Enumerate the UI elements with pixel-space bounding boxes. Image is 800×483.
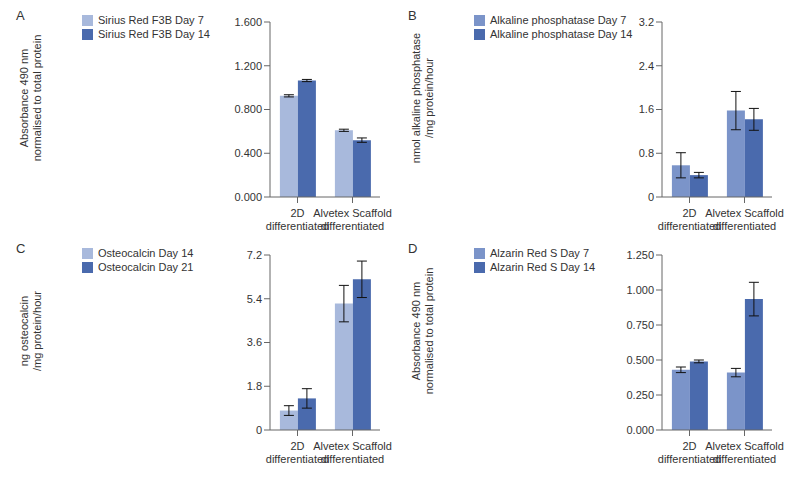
html-text:differentiated: differentiated	[657, 453, 722, 465]
svg-text:1.250: 1.250	[626, 249, 654, 261]
svg-text:3.2: 3.2	[639, 16, 654, 28]
html-text:2D: 2D	[290, 440, 305, 452]
html-text:Alkaline phosphatase Day 14: Alkaline phosphatase Day 14	[490, 28, 633, 40]
html-text:Osteocalcin Day 21: Osteocalcin Day 21	[98, 261, 194, 273]
html-text:2D: 2D	[682, 207, 697, 219]
html-text:ng osteocalcin: ng osteocalcin	[18, 295, 30, 367]
html-text:/mg protein/hour: /mg protein/hour	[423, 58, 435, 139]
html-text:B: B	[408, 8, 417, 23]
html-text:Absorbance 490 nm: Absorbance 490 nm	[18, 48, 30, 148]
svg-text:5.4: 5.4	[247, 293, 262, 305]
svg-text:0.250: 0.250	[626, 389, 654, 401]
svg-text:3.6: 3.6	[247, 336, 262, 348]
html-text:Alzarin Red S Day 14: Alzarin Red S Day 14	[490, 261, 596, 273]
html-text:differentiated: differentiated	[265, 220, 330, 232]
svg-text:Alvetex Scaffolddifferentiated: Alvetex Scaffolddifferentiated	[705, 440, 784, 465]
svg-text:2.4: 2.4	[639, 60, 654, 72]
html-text:Alkaline phosphatase Day 7: Alkaline phosphatase Day 7	[490, 14, 627, 26]
html-text:nmol alkaline phosphatase: nmol alkaline phosphatase	[410, 32, 422, 164]
html-text:2D: 2D	[682, 440, 697, 452]
html-text:Sirius Red F3B Day 7: Sirius Red F3B Day 7	[98, 14, 204, 26]
html-text:D: D	[408, 241, 418, 256]
svg-text:1.000: 1.000	[626, 284, 654, 296]
svg-text:0.000: 0.000	[626, 424, 654, 436]
svg-text:0.400: 0.400	[234, 147, 262, 159]
html-text:Sirius Red F3B Day 14: Sirius Red F3B Day 14	[98, 28, 210, 40]
svg-text:1.6: 1.6	[639, 103, 654, 115]
html-text:A: A	[16, 8, 25, 23]
svg-text:0.800: 0.800	[234, 103, 262, 115]
svg-text:0.750: 0.750	[626, 319, 654, 331]
svg-text:Alvetex Scaffolddifferentiated: Alvetex Scaffolddifferentiated	[313, 440, 392, 465]
svg-text:Alvetex Scaffolddifferentiated: Alvetex Scaffolddifferentiated	[313, 207, 392, 232]
svg-text:0.000: 0.000	[234, 191, 262, 203]
html-text:/mg protein/hour: /mg protein/hour	[31, 291, 43, 372]
svg-text:0: 0	[256, 424, 262, 436]
html-text:2D: 2D	[290, 207, 305, 219]
html-text:normalised to total protein: normalised to total protein	[423, 267, 435, 395]
html-text:differentiated: differentiated	[657, 220, 722, 232]
html-text:normalised to total protein: normalised to total protein	[31, 34, 43, 162]
svg-text:1.200: 1.200	[234, 60, 262, 72]
svg-text:1.8: 1.8	[247, 380, 262, 392]
svg-text:0: 0	[648, 191, 654, 203]
svg-text:Alvetex Scaffolddifferentiated: Alvetex Scaffolddifferentiated	[705, 207, 784, 232]
html-text:differentiated: differentiated	[265, 453, 330, 465]
html-text:Alzarin Red S Day 7: Alzarin Red S Day 7	[490, 247, 589, 259]
svg-text:1.600: 1.600	[234, 16, 262, 28]
svg-text:0.500: 0.500	[626, 354, 654, 366]
svg-text:7.2: 7.2	[247, 249, 262, 261]
html-text:Absorbance 490 nm: Absorbance 490 nm	[410, 281, 422, 381]
svg-text:0.8: 0.8	[639, 147, 654, 159]
html-text:Osteocalcin Day 14: Osteocalcin Day 14	[98, 247, 194, 259]
html-text:C: C	[16, 241, 26, 256]
